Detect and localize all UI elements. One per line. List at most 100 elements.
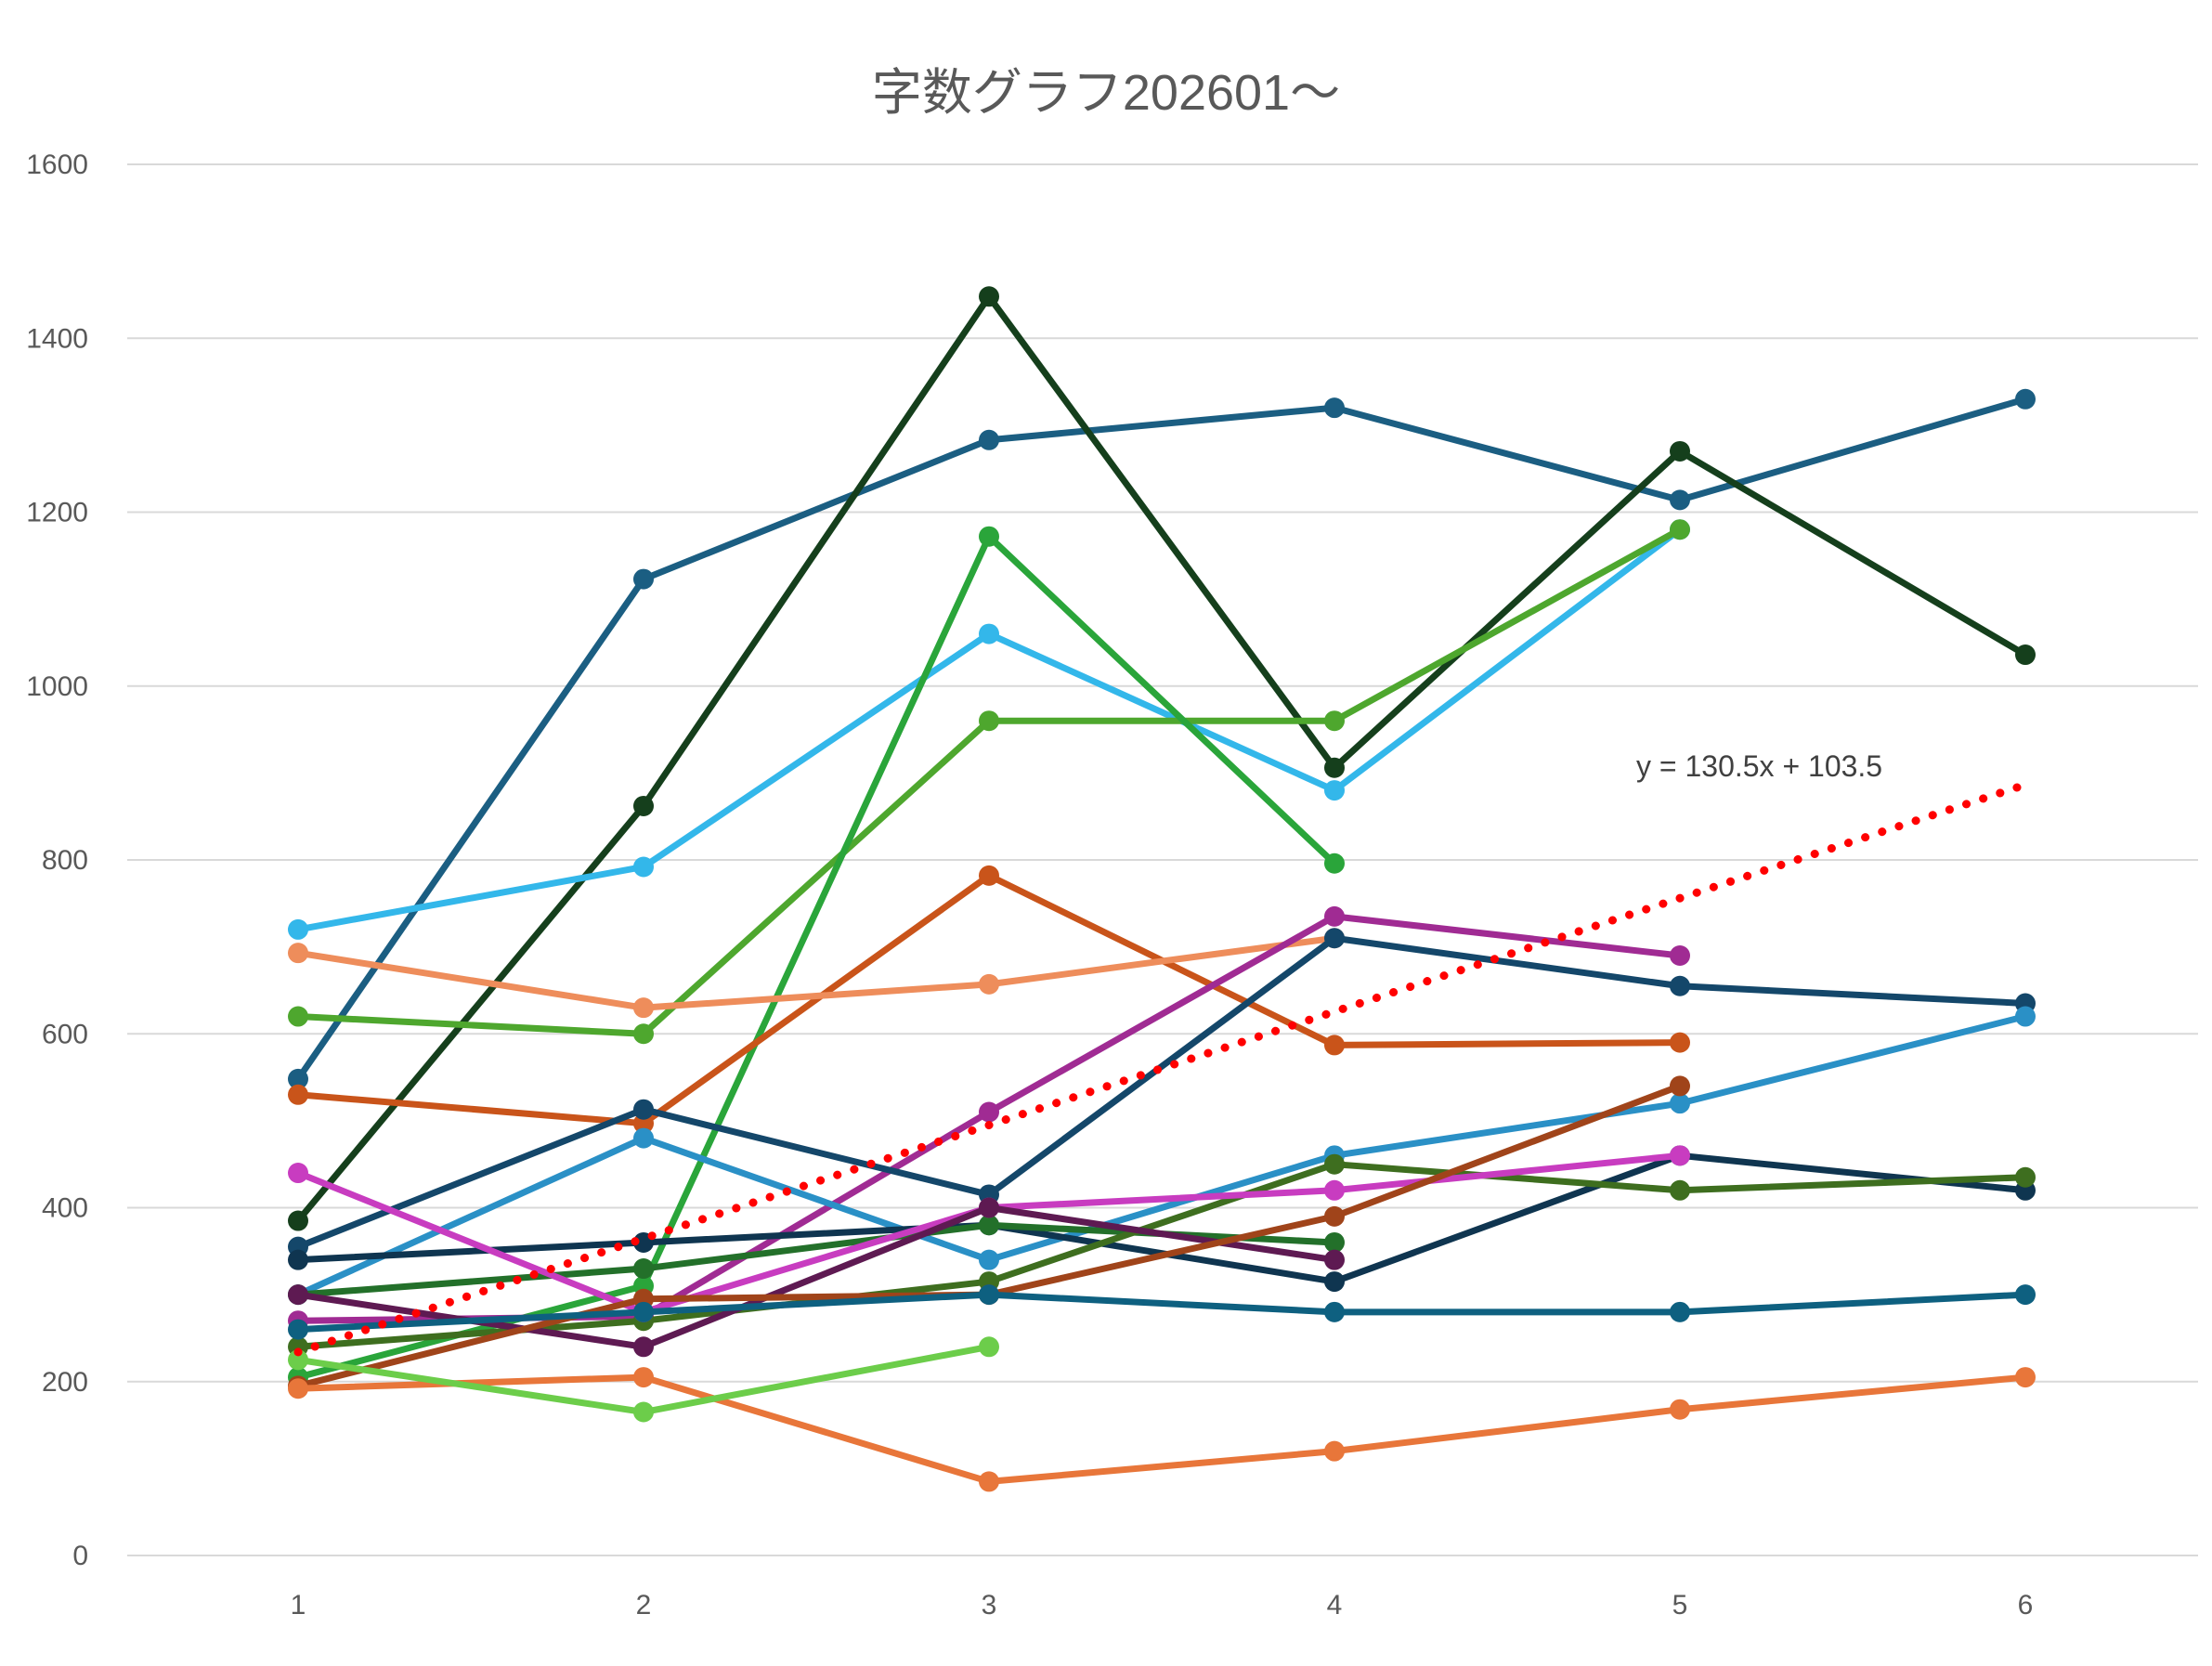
series-s19: [288, 1336, 999, 1423]
x-tick-label: 3: [982, 1590, 997, 1620]
data-point: [1670, 1032, 1690, 1053]
data-point: [288, 1068, 308, 1089]
data-point: [633, 795, 654, 816]
trendline: [293, 780, 2030, 1357]
data-point: [979, 1284, 999, 1306]
y-tick-label: 0: [72, 1541, 88, 1571]
data-point: [2015, 1284, 2036, 1306]
data-point: [1324, 397, 1345, 419]
data-point: [1324, 1249, 1345, 1270]
data-point: [288, 1006, 308, 1027]
data-point: [288, 1349, 308, 1371]
data-point: [1670, 975, 1690, 996]
data-point: [1324, 1035, 1345, 1056]
series-line: [297, 1373, 2026, 1485]
data-point: [1670, 440, 1690, 462]
data-point: [1324, 757, 1345, 778]
data-point: [1324, 1231, 1345, 1253]
y-tick-label: 1600: [26, 150, 88, 180]
data-point: [1324, 1153, 1345, 1175]
series-s10: [288, 1006, 2036, 1306]
y-tick-label: 800: [42, 845, 88, 876]
data-point: [979, 1101, 999, 1123]
data-point: [979, 865, 999, 886]
series-s6: [288, 865, 1690, 1134]
series-s17: [288, 1284, 2036, 1340]
data-point: [288, 918, 308, 940]
data-point: [2015, 1006, 2036, 1027]
data-point: [1324, 928, 1345, 949]
data-point: [1324, 710, 1345, 732]
data-point: [2015, 1166, 2036, 1188]
data-point: [979, 526, 999, 547]
series-line: [296, 934, 2026, 1250]
series-line: [297, 1161, 2026, 1350]
data-point: [633, 1099, 654, 1120]
data-point: [1670, 1179, 1690, 1201]
data-point: [1670, 519, 1690, 540]
data-point: [979, 973, 999, 995]
y-tick-label: 1200: [26, 498, 88, 528]
data-point: [288, 1249, 308, 1270]
series-line: [297, 1204, 1335, 1350]
data-point: [1324, 853, 1345, 874]
data-point: [1670, 489, 1690, 511]
data-point: [979, 1215, 999, 1236]
data-point: [2015, 644, 2036, 666]
data-point: [979, 623, 999, 644]
data-point: [633, 1336, 654, 1358]
y-tick-label: 1000: [26, 671, 88, 702]
data-point: [2015, 1367, 2036, 1388]
data-point: [1670, 1145, 1690, 1166]
data-point: [979, 429, 999, 450]
trendline-equation: y = 130.5x + 103.5: [1636, 749, 1882, 783]
data-point: [1670, 944, 1690, 966]
y-axis-ticks: 0 200 400 600 800 1000 1200 1400 1600: [26, 150, 88, 1571]
series-s4: [288, 519, 1690, 1045]
data-point: [288, 1378, 308, 1399]
data-point: [1670, 1093, 1690, 1114]
series-s18: [288, 1367, 2036, 1492]
data-point: [1324, 1179, 1345, 1201]
data-point: [633, 1401, 654, 1423]
data-point: [979, 710, 999, 732]
data-point: [633, 1258, 654, 1280]
series-s1: [288, 388, 2036, 1089]
data-point: [1324, 905, 1345, 927]
data-point: [979, 1197, 999, 1218]
data-point: [633, 1301, 654, 1322]
y-tick-label: 200: [42, 1367, 88, 1398]
data-point: [1670, 1301, 1690, 1322]
data-point: [979, 1471, 999, 1492]
data-point: [979, 1249, 999, 1270]
data-point: [288, 1084, 308, 1105]
x-tick-label: 5: [1672, 1590, 1688, 1620]
data-point: [633, 1367, 654, 1388]
data-point: [288, 1319, 308, 1340]
x-tick-label: 6: [2018, 1590, 2034, 1620]
data-point: [2015, 388, 2036, 410]
data-point: [1670, 1399, 1690, 1420]
data-point: [1324, 1440, 1345, 1462]
x-axis-ticks: 1 2 3 4 5 6: [291, 1590, 2034, 1620]
data-point: [633, 1127, 654, 1149]
y-tick-label: 1400: [26, 323, 88, 354]
data-point: [1670, 1075, 1690, 1097]
data-point: [288, 1163, 308, 1184]
data-point: [1324, 780, 1345, 801]
data-point: [979, 286, 999, 307]
gridlines: [127, 163, 2198, 1556]
y-tick-label: 400: [42, 1193, 88, 1224]
data-point: [633, 568, 654, 590]
chart-title: 字数グラフ202601～: [872, 65, 1340, 121]
data-point: [633, 1023, 654, 1045]
data-point: [633, 856, 654, 878]
data-point: [288, 1284, 308, 1306]
y-tick-label: 600: [42, 1019, 88, 1049]
data-point: [1324, 1301, 1345, 1322]
series-line: [297, 934, 1335, 1011]
series-line: [296, 1013, 2026, 1298]
data-point: [1324, 1205, 1345, 1227]
x-tick-label: 2: [636, 1590, 652, 1620]
